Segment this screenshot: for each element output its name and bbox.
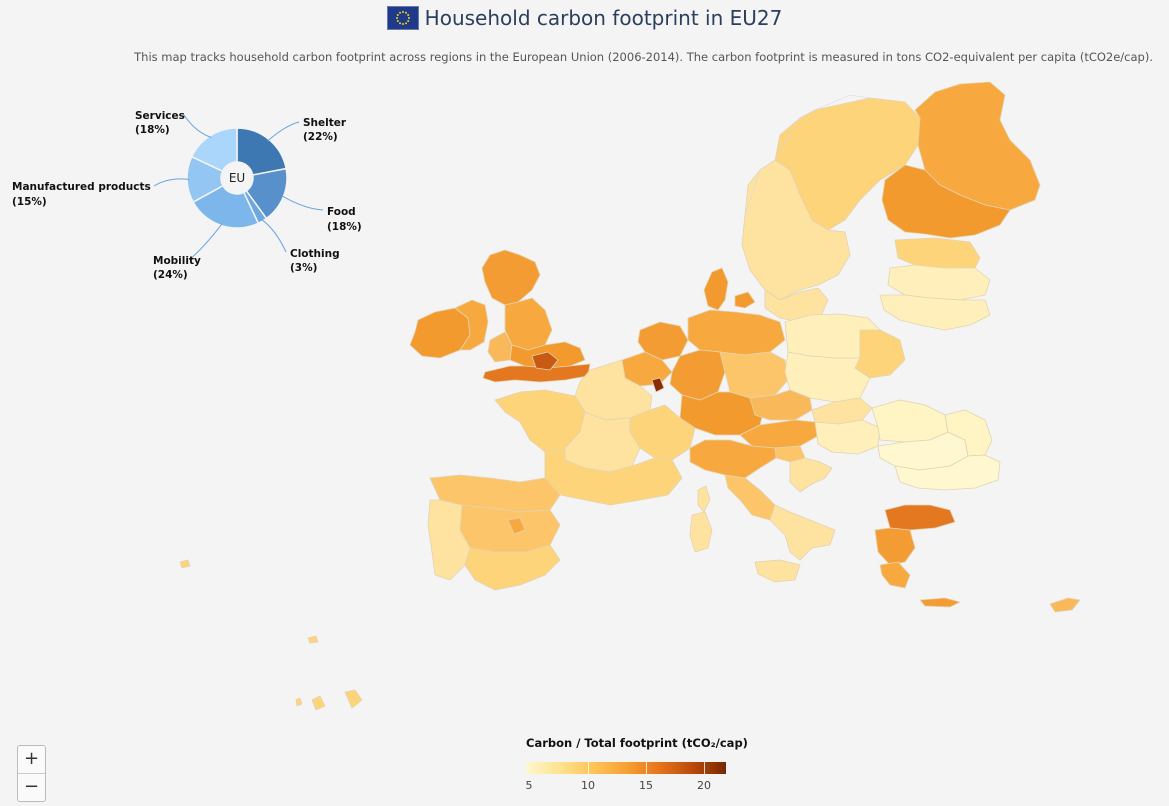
region-luxembourg[interactable] [651, 377, 665, 393]
legend-tick-5: 5 [525, 779, 533, 792]
region-hungary[interactable] [814, 419, 881, 455]
region-greece-north[interactable] [884, 504, 956, 531]
region-romania-north[interactable] [871, 399, 949, 443]
legend-tick-20: 20 [697, 779, 711, 792]
region-poland-south[interactable] [784, 351, 871, 403]
eu-breakdown-donut[interactable]: EU Services (18%) Shelter (22%) Manufact… [0, 0, 400, 300]
label-mobility-pct: (24%) [153, 269, 188, 281]
legend-tick-mark [646, 762, 647, 774]
region-estonia[interactable] [894, 237, 981, 269]
region-finland-south[interactable] [881, 164, 1011, 239]
zoom-control: + − [17, 745, 46, 802]
region-sardinia[interactable] [689, 511, 713, 553]
region-croatia[interactable] [789, 457, 833, 493]
region-scotland[interactable] [481, 249, 541, 306]
leader-line-mobility [188, 223, 223, 261]
legend-title: Carbon / Total footprint (tCO₂/cap) [526, 736, 748, 750]
zoom-in-button[interactable]: + [23, 748, 40, 769]
region-azores[interactable] [179, 559, 191, 569]
leader-line-shelter [267, 121, 300, 142]
legend-tick-mark [588, 762, 589, 774]
region-bulgaria[interactable] [894, 454, 1001, 491]
region-madeira[interactable] [307, 635, 319, 644]
label-manufactured-name: Manufactured products [12, 181, 151, 193]
color-legend: Carbon / Total footprint (tCO₂/cap) 5 10… [526, 736, 756, 795]
leader-line-manufactured-products [153, 178, 190, 187]
label-shelter-pct: (22%) [303, 131, 338, 143]
region-spain-central[interactable] [459, 504, 561, 553]
legend-tick-mark [704, 762, 705, 774]
label-food-pct: (18%) [327, 221, 362, 233]
legend-color-scale [526, 762, 726, 774]
region-germany-east[interactable] [719, 351, 789, 399]
region-madrid[interactable] [507, 517, 526, 535]
region-finland-north[interactable] [914, 81, 1041, 211]
label-services-name: Services [135, 110, 185, 122]
label-shelter-name: Shelter [303, 117, 347, 129]
zoom-out-button[interactable]: − [18, 773, 45, 801]
region-sweden-north[interactable] [774, 97, 921, 231]
legend-tick-10: 10 [581, 779, 595, 792]
legend-tick-15: 15 [639, 779, 653, 792]
donut-center [221, 162, 253, 194]
page-title: Household carbon footprint in EU27 [424, 6, 783, 30]
label-manufactured-pct: (15%) [12, 196, 47, 208]
region-portugal[interactable] [427, 499, 471, 581]
region-london[interactable] [531, 351, 559, 371]
region-denmark[interactable] [703, 267, 729, 311]
page-subtitle: This map tracks household carbon footpri… [134, 50, 1153, 64]
region-spain-south[interactable] [464, 544, 561, 591]
region-germany-north[interactable] [687, 309, 786, 356]
region-crete[interactable] [919, 597, 961, 608]
label-clothing-pct: (3%) [290, 262, 317, 274]
region-ireland-west[interactable] [409, 307, 471, 359]
label-clothing-name: Clothing [290, 248, 340, 260]
label-services-pct: (18%) [135, 124, 170, 136]
region-latvia[interactable] [887, 264, 991, 301]
leader-line-food [281, 195, 324, 211]
region-sicily[interactable] [754, 559, 801, 583]
region-greece-south[interactable] [879, 561, 911, 589]
label-mobility-name: Mobility [153, 255, 201, 267]
region-italy-north[interactable] [689, 439, 777, 479]
region-greece-central[interactable] [874, 527, 916, 566]
region-france-south[interactable] [544, 447, 683, 506]
page-header: Household carbon footprint in EU27 [0, 6, 1169, 34]
region-sweden-middle[interactable] [741, 159, 851, 301]
region-poland-east[interactable] [854, 329, 906, 379]
leader-line-clothing [261, 218, 287, 253]
region-italy-south[interactable] [769, 504, 836, 561]
region-canary-islands[interactable] [295, 689, 363, 711]
eu-flag-icon [386, 6, 419, 30]
region-corsica[interactable] [697, 485, 711, 513]
region-cyprus[interactable] [1049, 597, 1081, 613]
norway-outline [744, 94, 871, 216]
region-england-north[interactable] [504, 297, 553, 351]
region-lithuania[interactable] [879, 294, 991, 331]
region-sweden-south[interactable] [764, 287, 829, 323]
donut-center-label: EU [229, 171, 245, 185]
leader-line-services [183, 114, 212, 138]
region-denmark-islands[interactable] [734, 291, 756, 309]
label-food-name: Food [327, 206, 356, 218]
region-ireland-east[interactable] [454, 299, 489, 351]
region-italy-central[interactable] [724, 474, 776, 521]
